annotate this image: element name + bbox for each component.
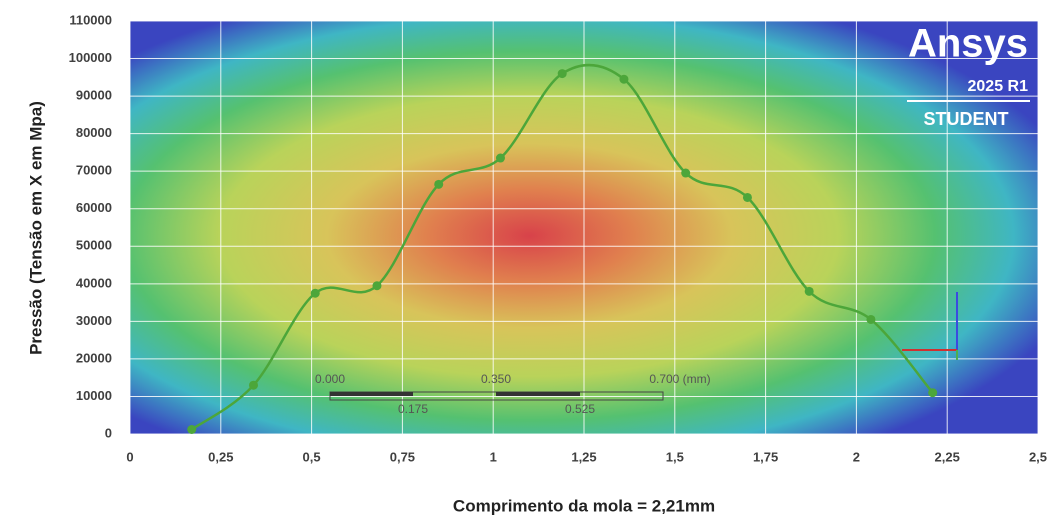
y-tick-label: 100000 bbox=[69, 50, 112, 65]
x-tick-label: 1,25 bbox=[571, 449, 596, 464]
marker bbox=[311, 289, 320, 298]
scale-label: 0.700 (mm) bbox=[649, 372, 710, 386]
x-tick-label: 2 bbox=[853, 449, 860, 464]
logo: Ansys bbox=[908, 22, 1028, 66]
marker bbox=[805, 287, 814, 296]
y-tick-label: 0 bbox=[105, 425, 112, 440]
y-tick-label: 10000 bbox=[76, 388, 112, 403]
x-tick-label: 1,5 bbox=[666, 449, 684, 464]
y-tick-label: 20000 bbox=[76, 350, 112, 365]
x-tick-label: 0,75 bbox=[390, 449, 415, 464]
marker bbox=[681, 169, 690, 178]
marker bbox=[558, 69, 567, 78]
y-tick-label: 70000 bbox=[76, 163, 112, 178]
marker bbox=[249, 381, 258, 390]
x-axis-label: Comprimento da mola = 2,21mm bbox=[453, 496, 715, 515]
x-tick-label: 2,25 bbox=[935, 449, 960, 464]
scale-label: 0.525 bbox=[565, 402, 595, 416]
marker bbox=[372, 281, 381, 290]
x-tick-label: 0 bbox=[126, 449, 133, 464]
x-tick-label: 1 bbox=[490, 449, 497, 464]
marker bbox=[434, 180, 443, 189]
marker bbox=[743, 193, 752, 202]
y-tick-label: 110000 bbox=[69, 12, 112, 27]
marker bbox=[866, 315, 875, 324]
y-tick-label: 30000 bbox=[76, 313, 112, 328]
x-tick-label: 1,75 bbox=[753, 449, 778, 464]
y-axis-label: Pressão (Tensão em X em Mpa) bbox=[26, 101, 45, 355]
marker bbox=[619, 75, 628, 84]
x-tick-label: 2,5 bbox=[1029, 449, 1047, 464]
logo-version: 2025 R1 bbox=[968, 78, 1029, 95]
scale-label: 0.350 bbox=[481, 372, 511, 386]
chart: 0.000 0.350 0.700 (mm) 0.175 0.525 Ansys… bbox=[0, 0, 1054, 519]
marker bbox=[496, 154, 505, 163]
y-tick-label: 50000 bbox=[76, 238, 112, 253]
scale-label: 0.175 bbox=[398, 402, 428, 416]
logo-edition: STUDENT bbox=[924, 109, 1009, 129]
marker bbox=[928, 388, 937, 397]
x-tick-label: 0,25 bbox=[208, 449, 233, 464]
scale-label: 0.000 bbox=[315, 372, 345, 386]
marker bbox=[187, 425, 196, 434]
y-tick-label: 40000 bbox=[76, 275, 112, 290]
y-tick-label: 90000 bbox=[76, 88, 112, 103]
y-tick-label: 80000 bbox=[76, 125, 112, 140]
x-tick-label: 0,5 bbox=[303, 449, 321, 464]
y-tick-label: 60000 bbox=[76, 200, 112, 215]
